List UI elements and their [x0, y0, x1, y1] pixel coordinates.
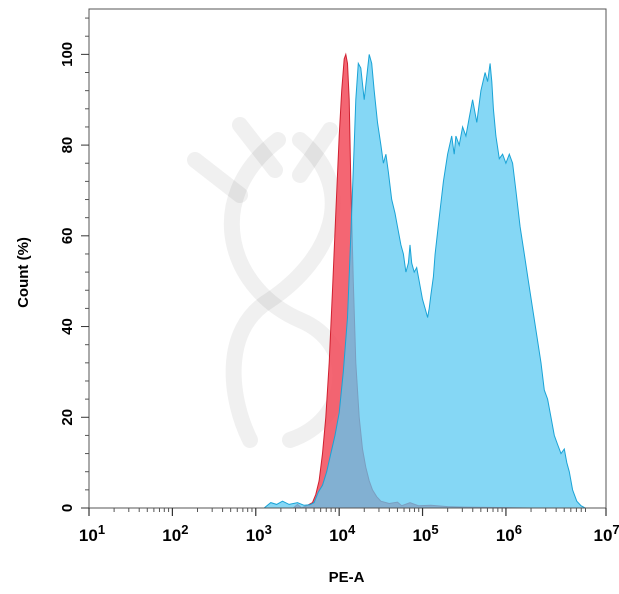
x-tick-label: 102	[162, 522, 188, 545]
x-axis-title: PE-A	[329, 569, 365, 586]
x-tick-label: 107.2	[594, 522, 619, 545]
watermark-strand-2	[225, 132, 341, 448]
y-tick-label: 60	[59, 227, 76, 244]
y-axis-title: Count (%)	[15, 237, 32, 308]
x-tick-label: 106	[496, 522, 522, 545]
x-tick-label: 104	[329, 522, 356, 545]
y-tick-label: 20	[59, 409, 76, 426]
y-tick-label: 100	[59, 42, 76, 67]
x-tick-label: 101	[79, 522, 105, 545]
plot-frame	[88, 8, 607, 509]
x-tick-label: 103	[246, 522, 272, 545]
y-tick-label: 0	[59, 504, 76, 512]
watermark-logo	[187, 117, 349, 448]
y-tick-label: 40	[59, 318, 76, 335]
x-tick-label: 105	[412, 522, 438, 545]
watermark-rays	[187, 117, 338, 203]
series-2-area	[89, 54, 606, 509]
series-layer	[89, 52, 606, 509]
y-axis: 0 20 40 60 80 100	[59, 17, 89, 512]
y-tick-label: 80	[59, 137, 76, 154]
x-axis: 101 102 103 104 105 106 107.2	[79, 508, 619, 545]
